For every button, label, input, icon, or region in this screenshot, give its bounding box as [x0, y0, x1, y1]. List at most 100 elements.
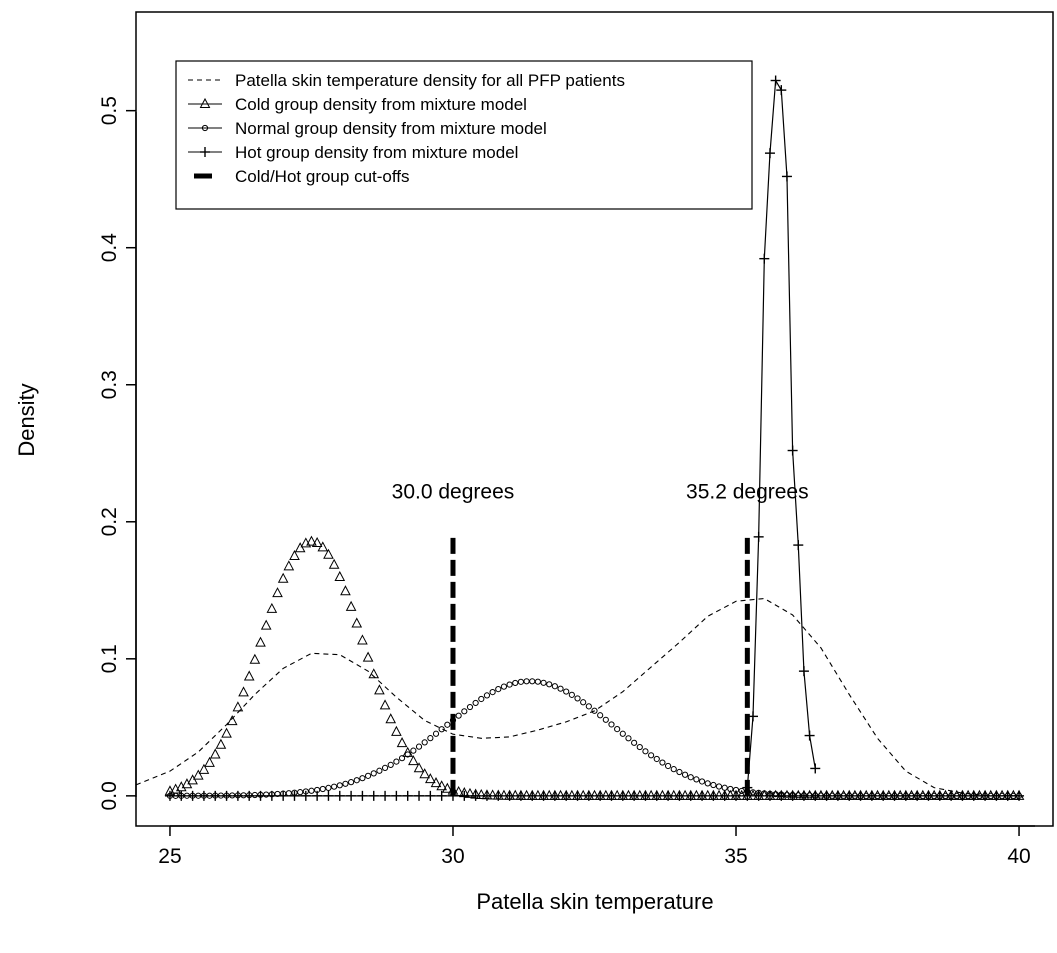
cold-point: [198, 763, 210, 774]
normal-point: [557, 685, 564, 692]
normal-point: [664, 762, 672, 770]
normal-point: [381, 764, 389, 771]
cold-point: [532, 789, 544, 800]
normal-point: [648, 752, 655, 759]
cold-point: [277, 572, 289, 583]
y-tick-label: 0.4: [98, 233, 121, 263]
cold-point: [396, 737, 408, 748]
legend-plus-marker: [200, 147, 210, 157]
x-axis: 25 30 35 40: [158, 825, 1035, 868]
cold-point: [249, 653, 261, 664]
normal-point: [285, 790, 292, 797]
cold-point: [374, 684, 385, 695]
hot-peak-point: [793, 540, 804, 551]
hot-point: [549, 790, 560, 801]
hot-point: [561, 790, 572, 801]
hot-point: [685, 790, 696, 801]
hot-point: [232, 790, 243, 801]
normal-point: [251, 791, 258, 799]
hot-point: [731, 790, 742, 801]
normal-point: [546, 681, 553, 688]
hot-point: [255, 790, 266, 801]
cold-point: [736, 789, 748, 800]
cold-point: [362, 651, 374, 662]
series-line-plus: [164, 790, 1025, 801]
normal-point: [698, 778, 706, 785]
normal-point: [500, 683, 508, 690]
normal-point: [631, 739, 638, 746]
normal-point: [670, 766, 677, 773]
cold-point: [328, 558, 340, 569]
series-line-triangle: [164, 535, 1025, 800]
cold-point: [725, 789, 736, 800]
hot-point: [900, 790, 911, 801]
legend-item: Hot group density from mixture model: [188, 143, 518, 162]
cold-point: [441, 782, 453, 793]
hot-point: [663, 790, 674, 801]
cold-point: [645, 789, 657, 800]
series-line-plus-peak: [742, 75, 821, 793]
hot-point: [878, 790, 889, 801]
cold-point: [221, 727, 232, 738]
y-axis: 0.0 0.1 0.2 0.3 0.4 0.5: [98, 96, 137, 810]
normal-point: [540, 679, 547, 686]
hot-point: [334, 790, 345, 801]
normal-point: [364, 772, 372, 779]
cold-point: [215, 738, 227, 749]
normal-point: [608, 721, 615, 728]
hot-point: [844, 790, 855, 801]
cold-point: [187, 774, 198, 785]
cold-point: [657, 789, 668, 800]
cutoff-label: 30.0 degrees: [392, 480, 515, 503]
hot-point: [459, 790, 470, 801]
series-dashed: [135, 597, 1020, 797]
cold-point: [464, 787, 476, 798]
hot-point: [380, 790, 391, 801]
normal-point: [625, 735, 632, 742]
cold-point: [209, 748, 221, 759]
series-layer: [135, 75, 1025, 801]
x-tick-label: 35: [724, 845, 747, 868]
normal-point: [517, 678, 525, 685]
cold-point: [255, 636, 266, 647]
normal-point: [580, 699, 587, 706]
hot-point: [504, 790, 515, 801]
hot-point: [776, 790, 787, 801]
normal-point: [297, 789, 304, 796]
hot-point: [244, 790, 255, 801]
hot-point: [402, 790, 413, 801]
normal-point: [506, 681, 513, 688]
cold-point: [577, 789, 589, 800]
normal-point: [359, 775, 366, 782]
normal-point: [308, 787, 315, 794]
hot-point: [595, 790, 606, 801]
normal-point: [687, 774, 694, 781]
hot-point: [176, 790, 187, 801]
cold-point: [289, 549, 300, 561]
normal-point: [563, 688, 570, 695]
y-tick-label: 0.2: [98, 507, 121, 536]
normal-point: [704, 780, 711, 787]
normal-point: [393, 758, 400, 765]
cold-point: [204, 756, 215, 767]
hot-point: [538, 790, 549, 801]
cold-point: [425, 773, 436, 784]
cold-point: [272, 587, 283, 598]
normal-point: [495, 686, 502, 693]
hot-point: [968, 790, 979, 801]
hot-point: [266, 790, 277, 801]
hot-point: [289, 790, 300, 801]
normal-point: [529, 678, 536, 685]
normal-point: [636, 743, 643, 751]
hot-point: [753, 790, 764, 801]
cold-point: [634, 789, 646, 800]
legend-box: [175, 60, 753, 210]
normal-point: [619, 730, 626, 737]
normal-point: [347, 779, 355, 786]
normal-point: [693, 776, 700, 783]
normal-point: [444, 721, 451, 728]
hot-point: [300, 790, 311, 801]
cold-point: [379, 699, 391, 710]
cold-point: [611, 789, 623, 800]
